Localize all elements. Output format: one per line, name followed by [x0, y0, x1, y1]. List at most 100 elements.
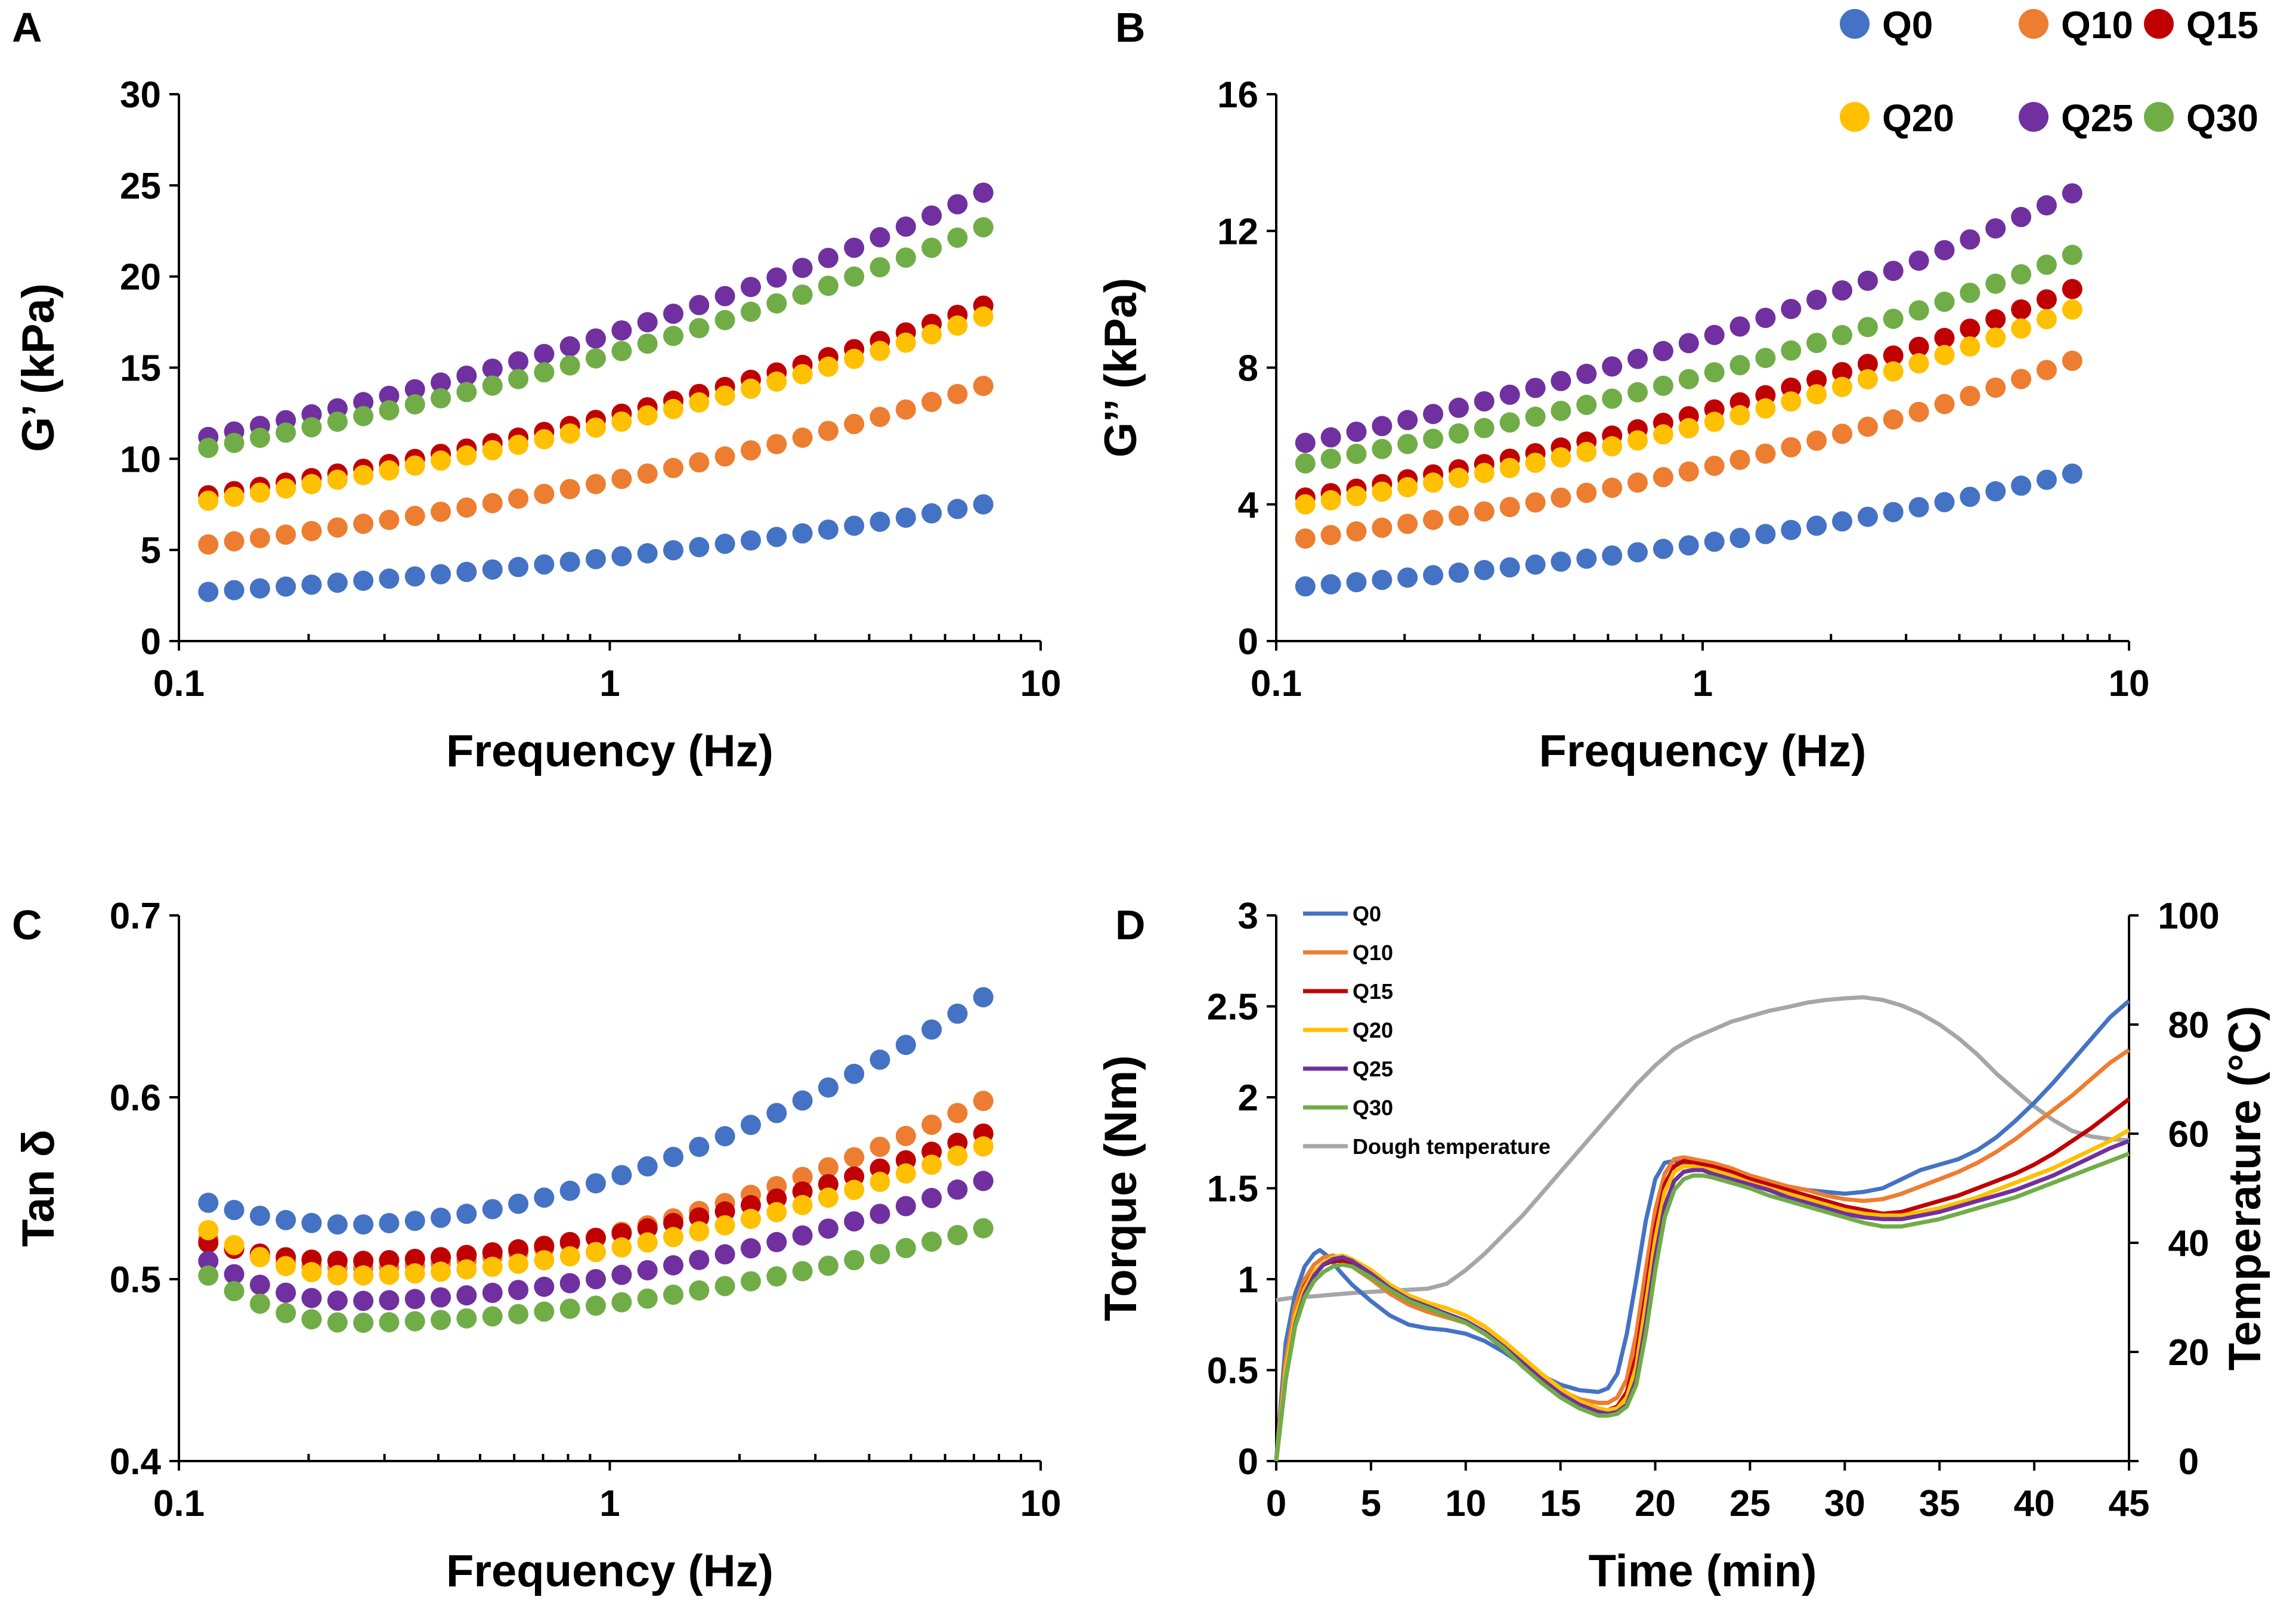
y-tick-label: 0	[1238, 621, 1258, 663]
legend-label: Q0	[1353, 902, 1381, 926]
data-point	[1934, 292, 1955, 312]
data-point	[1397, 434, 1418, 454]
data-point	[1372, 517, 1393, 538]
data-point	[1908, 353, 1929, 374]
legend-label: Q20	[1882, 97, 1954, 140]
data-point	[869, 1244, 890, 1265]
data-point	[404, 506, 425, 527]
data-point	[637, 405, 658, 426]
data-point	[1499, 457, 1520, 478]
series-q30	[198, 217, 994, 458]
data-point	[198, 581, 219, 602]
x-tick-label: 35	[1919, 1483, 1960, 1524]
data-point	[921, 1019, 942, 1040]
data-point	[2011, 369, 2032, 389]
data-point	[611, 1237, 632, 1258]
data-point	[379, 1250, 400, 1271]
legend-label: Q30	[1353, 1096, 1393, 1120]
data-point	[818, 276, 838, 296]
data-point	[482, 358, 503, 379]
data-point	[456, 445, 477, 466]
data-point	[301, 1262, 322, 1283]
data-point	[431, 1287, 451, 1308]
x-tick-label: 10	[1020, 663, 1062, 704]
series-q30	[198, 1218, 994, 1333]
data-point	[327, 1265, 348, 1286]
data-point	[637, 1260, 658, 1280]
data-point	[1781, 519, 1802, 540]
data-point	[792, 1261, 813, 1282]
data-point	[353, 1313, 374, 1333]
data-point	[327, 469, 348, 490]
data-point	[1474, 559, 1494, 580]
data-point	[1346, 422, 1367, 442]
data-point	[1653, 375, 1673, 396]
data-point	[741, 1115, 761, 1135]
y2-axis-title: Temperature (°C)	[2220, 1006, 2270, 1371]
data-point	[1397, 513, 1418, 534]
data-point	[844, 237, 865, 258]
data-point	[2011, 264, 2032, 284]
y-axis-title: G’ (kPa)	[13, 283, 64, 452]
data-point	[1883, 409, 1904, 430]
data-point	[559, 552, 580, 572]
data-point	[1499, 384, 1520, 405]
data-point	[404, 1289, 425, 1310]
data-point	[1960, 318, 1981, 339]
data-point	[301, 574, 322, 595]
data-point	[327, 1214, 348, 1235]
data-point	[404, 379, 425, 400]
data-point	[276, 576, 296, 597]
data-point	[973, 494, 994, 515]
data-point	[1525, 377, 1546, 398]
data-point	[1320, 427, 1341, 448]
data-point	[714, 1201, 735, 1222]
data-point	[792, 1166, 813, 1187]
data-point	[353, 1265, 374, 1286]
data-point	[818, 247, 838, 268]
data-point	[1602, 436, 1623, 457]
x-tick-label: 10	[1445, 1483, 1486, 1524]
data-point	[456, 1259, 477, 1280]
data-point	[973, 1218, 994, 1239]
data-point	[2036, 289, 2057, 310]
data-point	[559, 336, 580, 357]
data-point	[353, 1291, 374, 1311]
data-point	[1551, 370, 1571, 391]
y-tick-label: 0.6	[110, 1078, 161, 1119]
data-point	[1295, 494, 1316, 515]
data-point	[404, 455, 425, 476]
data-point	[353, 513, 374, 534]
data-point	[1755, 398, 1776, 419]
data-point	[1295, 528, 1316, 549]
data-point	[1449, 562, 1469, 583]
data-point	[1806, 370, 1827, 391]
data-point	[353, 570, 374, 591]
data-point	[1704, 324, 1725, 345]
data-point	[1883, 308, 1904, 329]
data-point	[1960, 487, 1981, 507]
data-point	[844, 1180, 865, 1200]
data-point	[2062, 183, 2083, 204]
data-point	[792, 284, 813, 305]
data-point	[404, 1263, 425, 1284]
data-point	[1423, 509, 1444, 530]
data-point	[1857, 354, 1878, 375]
data-point	[482, 440, 503, 460]
data-point	[327, 1291, 348, 1311]
data-point	[895, 399, 916, 420]
legend-label: Q15	[2186, 4, 2258, 47]
data-point	[379, 400, 400, 420]
data-point	[1602, 477, 1623, 498]
data-point	[1602, 356, 1623, 377]
data-point	[559, 1231, 580, 1252]
data-point	[431, 502, 451, 522]
data-point	[714, 286, 735, 307]
x-tick-label: 0.1	[153, 1483, 205, 1524]
data-point	[1295, 432, 1316, 453]
data-point	[1372, 481, 1393, 502]
data-point	[973, 182, 994, 203]
data-point	[921, 1231, 942, 1252]
data-point	[559, 1246, 580, 1267]
